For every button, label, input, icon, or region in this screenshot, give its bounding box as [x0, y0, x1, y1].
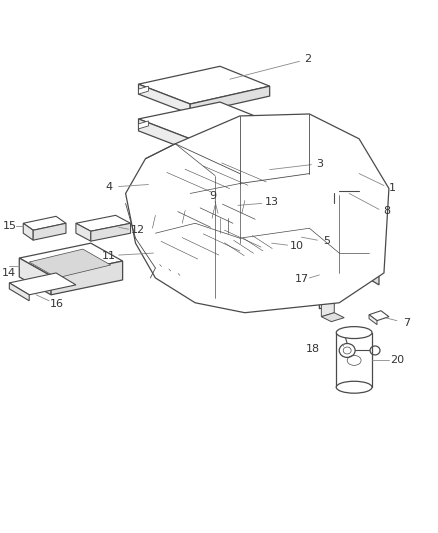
Ellipse shape — [370, 346, 380, 355]
Text: 9: 9 — [209, 191, 217, 201]
Polygon shape — [187, 245, 272, 278]
Polygon shape — [126, 114, 389, 313]
Text: 8: 8 — [383, 206, 391, 216]
Polygon shape — [91, 223, 131, 241]
Text: 4: 4 — [105, 182, 112, 191]
Polygon shape — [369, 314, 377, 325]
Text: 20: 20 — [390, 356, 404, 366]
Text: 2: 2 — [304, 54, 311, 64]
Polygon shape — [138, 119, 190, 151]
Text: 15: 15 — [2, 221, 16, 231]
Text: 5: 5 — [323, 236, 330, 246]
Polygon shape — [19, 258, 51, 295]
Text: 14: 14 — [2, 268, 16, 278]
Polygon shape — [321, 313, 344, 321]
Polygon shape — [190, 122, 270, 151]
Polygon shape — [9, 273, 76, 295]
Polygon shape — [138, 102, 270, 139]
Polygon shape — [155, 200, 278, 231]
Polygon shape — [23, 223, 33, 240]
Polygon shape — [196, 213, 242, 233]
Text: 7: 7 — [403, 318, 410, 328]
Polygon shape — [285, 231, 304, 241]
Polygon shape — [188, 215, 278, 245]
Polygon shape — [334, 273, 359, 293]
Polygon shape — [334, 196, 359, 281]
Polygon shape — [235, 246, 282, 273]
Ellipse shape — [339, 343, 355, 358]
Text: 16: 16 — [50, 299, 64, 309]
Polygon shape — [138, 84, 190, 114]
Text: 12: 12 — [131, 225, 145, 235]
Ellipse shape — [336, 381, 372, 393]
Polygon shape — [9, 283, 29, 301]
Polygon shape — [196, 223, 210, 243]
Polygon shape — [33, 223, 66, 240]
Polygon shape — [190, 86, 270, 114]
Polygon shape — [285, 235, 293, 246]
Polygon shape — [23, 216, 66, 230]
Text: 13: 13 — [265, 197, 279, 207]
Polygon shape — [76, 223, 91, 241]
Polygon shape — [148, 175, 193, 208]
Polygon shape — [150, 243, 187, 278]
Polygon shape — [215, 233, 282, 258]
Text: 18: 18 — [305, 344, 319, 354]
Polygon shape — [341, 209, 357, 254]
Polygon shape — [29, 249, 111, 278]
Polygon shape — [138, 86, 148, 94]
Text: 17: 17 — [294, 274, 308, 284]
Polygon shape — [369, 311, 389, 321]
Polygon shape — [153, 180, 168, 189]
Polygon shape — [155, 215, 188, 245]
Text: 10: 10 — [290, 241, 304, 251]
Polygon shape — [334, 196, 379, 219]
Polygon shape — [148, 177, 165, 189]
Polygon shape — [19, 243, 123, 276]
Polygon shape — [215, 245, 235, 273]
Polygon shape — [321, 301, 334, 317]
Polygon shape — [193, 179, 285, 208]
Polygon shape — [138, 121, 148, 129]
Polygon shape — [319, 247, 349, 265]
Polygon shape — [210, 222, 242, 243]
Text: 1: 1 — [389, 183, 396, 193]
Polygon shape — [148, 160, 285, 196]
Polygon shape — [76, 215, 131, 231]
Polygon shape — [319, 247, 334, 309]
Ellipse shape — [336, 327, 372, 338]
Polygon shape — [51, 261, 123, 295]
Polygon shape — [359, 196, 379, 285]
Text: 11: 11 — [102, 251, 116, 261]
Polygon shape — [138, 66, 270, 104]
Text: 3: 3 — [316, 159, 323, 168]
Polygon shape — [150, 228, 272, 261]
